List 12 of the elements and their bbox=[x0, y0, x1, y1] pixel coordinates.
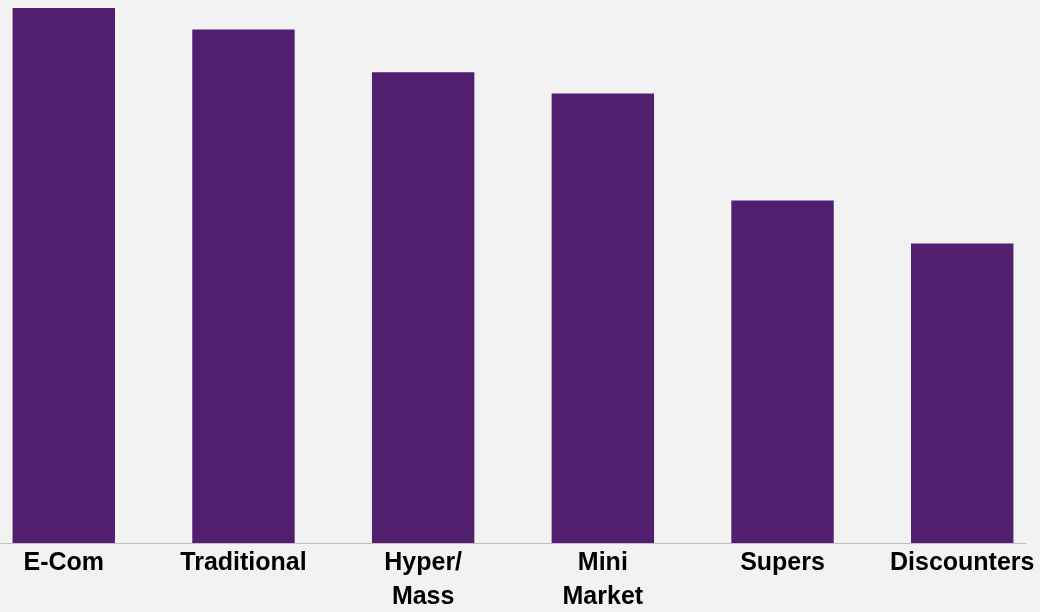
bar bbox=[731, 200, 834, 543]
x-tick-label: Hyper/ Mass bbox=[384, 546, 463, 609]
x-tick-label: Discounters bbox=[889, 546, 1035, 575]
bar bbox=[371, 72, 475, 543]
x-tick-label: Traditional bbox=[180, 546, 307, 575]
bar bbox=[911, 243, 1014, 543]
bar bbox=[551, 93, 655, 543]
x-tick-label: Supers bbox=[740, 546, 825, 575]
bar bbox=[192, 29, 295, 543]
bar bbox=[12, 8, 115, 543]
x-tick-label: E-Com bbox=[23, 546, 105, 575]
x-tick-label: Mini Market bbox=[562, 546, 644, 609]
